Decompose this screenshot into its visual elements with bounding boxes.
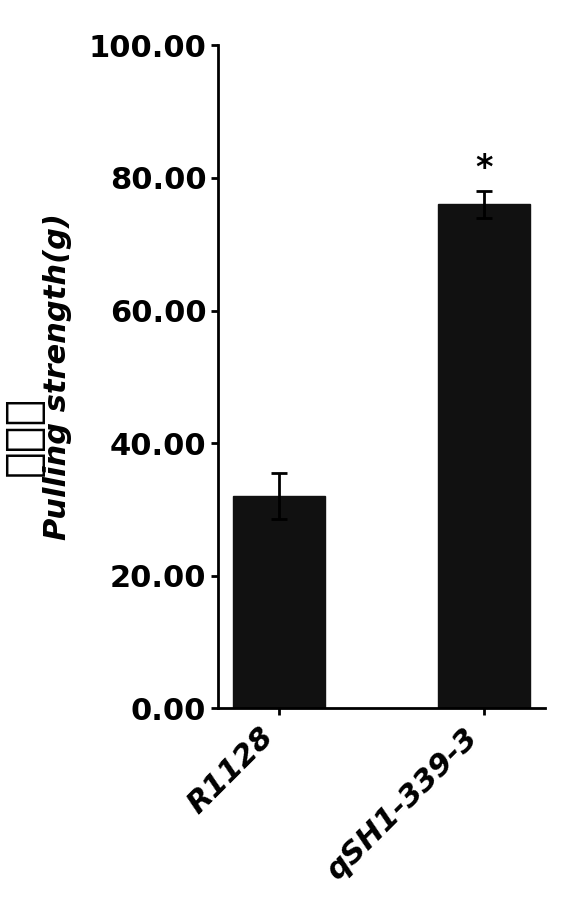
Bar [438,204,530,708]
Text: *: * [475,152,493,184]
Text: 拉力值: 拉力值 [2,396,44,476]
Y-axis label: Pulling strength(g): Pulling strength(g) [43,213,72,540]
Bar [233,496,325,708]
